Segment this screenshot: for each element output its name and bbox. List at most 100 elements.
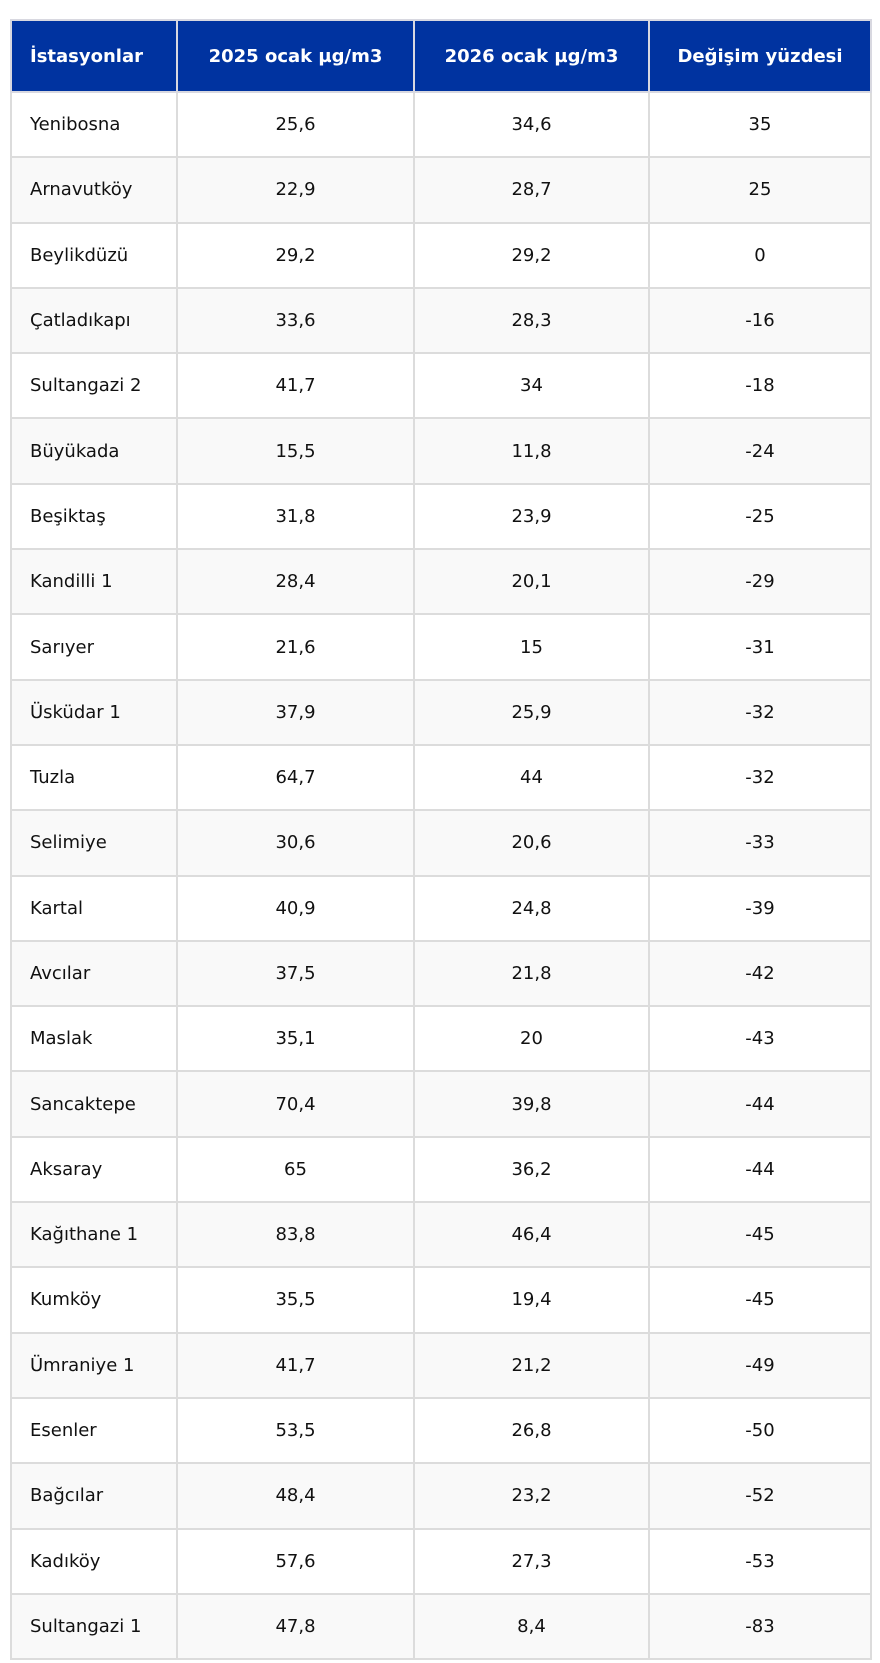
air-quality-table: İstasyonlar 2025 ocak µg/m3 2026 ocak µg/m… [10,19,872,1661]
value-2025-cell: 83,8 [176,1201,415,1269]
change-percent-cell: -39 [648,874,872,942]
value-2026-cell: 29,2 [413,221,650,289]
value-2025-cell: 22,9 [176,156,415,224]
change-percent-cell: -32 [648,743,872,812]
header-change: Değişim yüzdesi [648,19,872,93]
station-cell: Kandilli 1 [10,548,178,616]
table-row: Yenibosna 25,6 34,6 35 [10,90,872,159]
value-2026-cell: 36,2 [413,1135,650,1204]
header-row: İstasyonlar 2025 ocak µg/m3 2026 ocak µg/m… [10,19,872,93]
value-2026-cell: 34,6 [413,90,650,159]
change-percent-cell: -32 [648,678,872,746]
header-stations: İstasyonlar [10,19,178,93]
value-2026-cell: 11,8 [413,417,650,485]
change-percent-cell: -33 [648,809,872,877]
value-2026-cell: 34 [413,352,650,420]
station-cell: Büyükada [10,417,178,485]
value-2026-cell: 27,3 [413,1527,650,1595]
change-percent-cell: -50 [648,1396,872,1465]
value-2026-cell: 39,8 [413,1070,650,1138]
change-percent-cell: -49 [648,1331,872,1399]
table-row: Aksaray 65 36,2 -44 [10,1135,872,1204]
value-2025-cell: 37,9 [176,678,415,746]
value-2025-cell: 25,6 [176,90,415,159]
table-row: Esenler 53,5 26,8 -50 [10,1396,872,1465]
table-row: Üsküdar 1 37,9 25,9 -32 [10,678,872,746]
table-row: Ümraniye 1 41,7 21,2 -49 [10,1331,872,1399]
change-percent-cell: -45 [648,1266,872,1334]
table-row: Sarıyer 21,6 15 -31 [10,613,872,681]
value-2026-cell: 25,9 [413,678,650,746]
value-2025-cell: 15,5 [176,417,415,485]
station-cell: Aksaray [10,1135,178,1204]
value-2026-cell: 20,1 [413,548,650,616]
value-2026-cell: 46,4 [413,1201,650,1269]
table-row: Beylikdüzü 29,2 29,2 0 [10,221,872,289]
value-2025-cell: 40,9 [176,874,415,942]
station-cell: Esenler [10,1396,178,1465]
station-cell: Arnavutköy [10,156,178,224]
station-cell: Kartal [10,874,178,942]
value-2026-cell: 21,2 [413,1331,650,1399]
value-2025-cell: 64,7 [176,743,415,812]
station-cell: Yenibosna [10,90,178,159]
station-cell: Çatladıkapı [10,286,178,355]
table-row: Arnavutköy 22,9 28,7 25 [10,156,872,224]
value-2026-cell: 20,6 [413,809,650,877]
change-percent-cell: -25 [648,482,872,551]
change-percent-cell: -42 [648,939,872,1008]
change-percent-cell: -24 [648,417,872,485]
station-cell: Selimiye [10,809,178,877]
station-cell: Beşiktaş [10,482,178,551]
table-row: Büyükada 15,5 11,8 -24 [10,417,872,485]
value-2025-cell: 41,7 [176,352,415,420]
value-2026-cell: 44 [413,743,650,812]
value-2026-cell: 8,4 [413,1592,650,1661]
change-percent-cell: -52 [648,1462,872,1530]
station-cell: Ümraniye 1 [10,1331,178,1399]
table-row: Selimiye 30,6 20,6 -33 [10,809,872,877]
value-2026-cell: 23,9 [413,482,650,551]
value-2025-cell: 31,8 [176,482,415,551]
value-2025-cell: 21,6 [176,613,415,681]
table-row: Bağcılar 48,4 23,2 -52 [10,1462,872,1530]
station-cell: Tuzla [10,743,178,812]
value-2025-cell: 48,4 [176,1462,415,1530]
station-cell: Beylikdüzü [10,221,178,289]
value-2025-cell: 30,6 [176,809,415,877]
value-2025-cell: 70,4 [176,1070,415,1138]
table-row: Sancaktepe 70,4 39,8 -44 [10,1070,872,1138]
value-2025-cell: 37,5 [176,939,415,1008]
station-cell: Kumköy [10,1266,178,1334]
header-2025: 2025 ocak µg/m3 [176,19,415,93]
value-2025-cell: 53,5 [176,1396,415,1465]
change-percent-cell: -83 [648,1592,872,1661]
value-2026-cell: 19,4 [413,1266,650,1334]
value-2026-cell: 28,3 [413,286,650,355]
station-cell: Avcılar [10,939,178,1008]
table-row: Beşiktaş 31,8 23,9 -25 [10,482,872,551]
value-2025-cell: 41,7 [176,1331,415,1399]
value-2025-cell: 65 [176,1135,415,1204]
station-cell: Üsküdar 1 [10,678,178,746]
change-percent-cell: -45 [648,1201,872,1269]
change-percent-cell: 0 [648,221,872,289]
table-row: Sultangazi 2 41,7 34 -18 [10,352,872,420]
station-cell: Maslak [10,1005,178,1073]
table-row: Tuzla 64,7 44 -32 [10,743,872,812]
value-2025-cell: 29,2 [176,221,415,289]
value-2025-cell: 28,4 [176,548,415,616]
table-row: Kandilli 1 28,4 20,1 -29 [10,548,872,616]
station-cell: Sultangazi 2 [10,352,178,420]
value-2025-cell: 33,6 [176,286,415,355]
value-2025-cell: 35,1 [176,1005,415,1073]
station-cell: Kağıthane 1 [10,1201,178,1269]
station-cell: Sultangazi 1 [10,1592,178,1661]
table-row: Çatladıkapı 33,6 28,3 -16 [10,286,872,355]
change-percent-cell: -43 [648,1005,872,1073]
value-2026-cell: 21,8 [413,939,650,1008]
change-percent-cell: 35 [648,90,872,159]
table-row: Kartal 40,9 24,8 -39 [10,874,872,942]
value-2025-cell: 47,8 [176,1592,415,1661]
value-2025-cell: 57,6 [176,1527,415,1595]
